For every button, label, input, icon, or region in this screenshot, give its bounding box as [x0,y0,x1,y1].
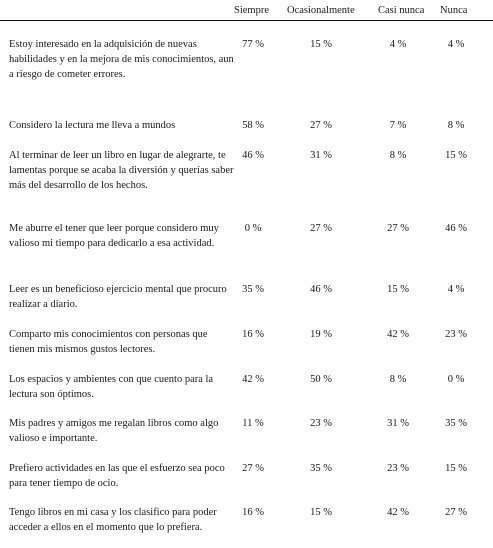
row-statement: Considero la lectura me lleva a mundos [9,120,176,131]
value-ocasionalmente: 15 % [310,39,332,50]
column-header-ocasionalmente: Ocasionalmente [287,5,355,16]
column-header-casi-nunca: Casi nunca [378,5,425,16]
value-nunca: 15 % [445,463,467,474]
row-statement: Prefiero actividades en las que el esfue… [9,463,225,489]
value-ocasionalmente: 31 % [310,150,332,161]
value-nunca: 35 % [445,418,467,429]
value-casi-nunca: 7 % [389,120,407,131]
value-ocasionalmente: 19 % [310,329,332,340]
value-casi-nunca: 8 % [389,150,407,161]
value-nunca: 4 % [447,284,465,295]
value-siempre: 58 % [242,120,264,131]
value-ocasionalmente: 35 % [310,463,332,474]
value-siempre: 46 % [242,150,264,161]
table-header: Siempre Ocasionalmente Casi nunca Nunca [0,0,493,21]
row-statement: Me aburre el tener que leer porque consi… [9,223,219,249]
row-statement: Los espacios y ambientes con que cuento … [9,374,214,400]
value-nunca: 27 % [445,507,467,518]
value-casi-nunca: 42 % [387,329,409,340]
value-siempre: 35 % [242,284,264,295]
column-header-nunca: Nunca [440,5,468,16]
value-casi-nunca: 31 % [387,418,409,429]
value-siempre: 16 % [242,507,264,518]
value-siempre: 27 % [242,463,264,474]
row-statement: Mis padres y amigos me regalan libros co… [9,418,219,444]
value-siempre: 11 % [242,418,264,429]
value-casi-nunca: 27 % [387,223,409,234]
value-casi-nunca: 15 % [387,284,409,295]
value-ocasionalmente: 27 % [310,120,332,131]
value-nunca: 15 % [445,150,467,161]
value-ocasionalmente: 50 % [310,374,332,385]
value-siempre: 77 % [242,39,264,50]
value-siempre: 0 % [244,223,262,234]
value-siempre: 16 % [242,329,264,340]
value-siempre: 42 % [242,374,264,385]
value-nunca: 8 % [447,120,465,131]
row-statement: Al terminar de leer un libro en lugar de… [9,150,234,191]
row-statement: Leer es un beneficioso ejercicio mental … [9,284,227,310]
value-nunca: 46 % [445,223,467,234]
value-ocasionalmente: 46 % [310,284,332,295]
value-casi-nunca: 4 % [389,39,407,50]
value-casi-nunca: 8 % [389,374,407,385]
row-statement: Comparto mis conocimientos con personas … [9,329,208,355]
value-nunca: 4 % [447,39,465,50]
value-nunca: 23 % [445,329,467,340]
row-statement: Tengo libros en mi casa y los clasifico … [9,507,217,533]
column-header-siempre: Siempre [234,5,269,16]
value-casi-nunca: 23 % [387,463,409,474]
value-ocasionalmente: 15 % [310,507,332,518]
value-ocasionalmente: 23 % [310,418,332,429]
value-nunca: 0 % [447,374,465,385]
value-casi-nunca: 42 % [387,507,409,518]
row-statement: Estoy interesado en la adquisición de nu… [9,39,234,80]
value-ocasionalmente: 27 % [310,223,332,234]
